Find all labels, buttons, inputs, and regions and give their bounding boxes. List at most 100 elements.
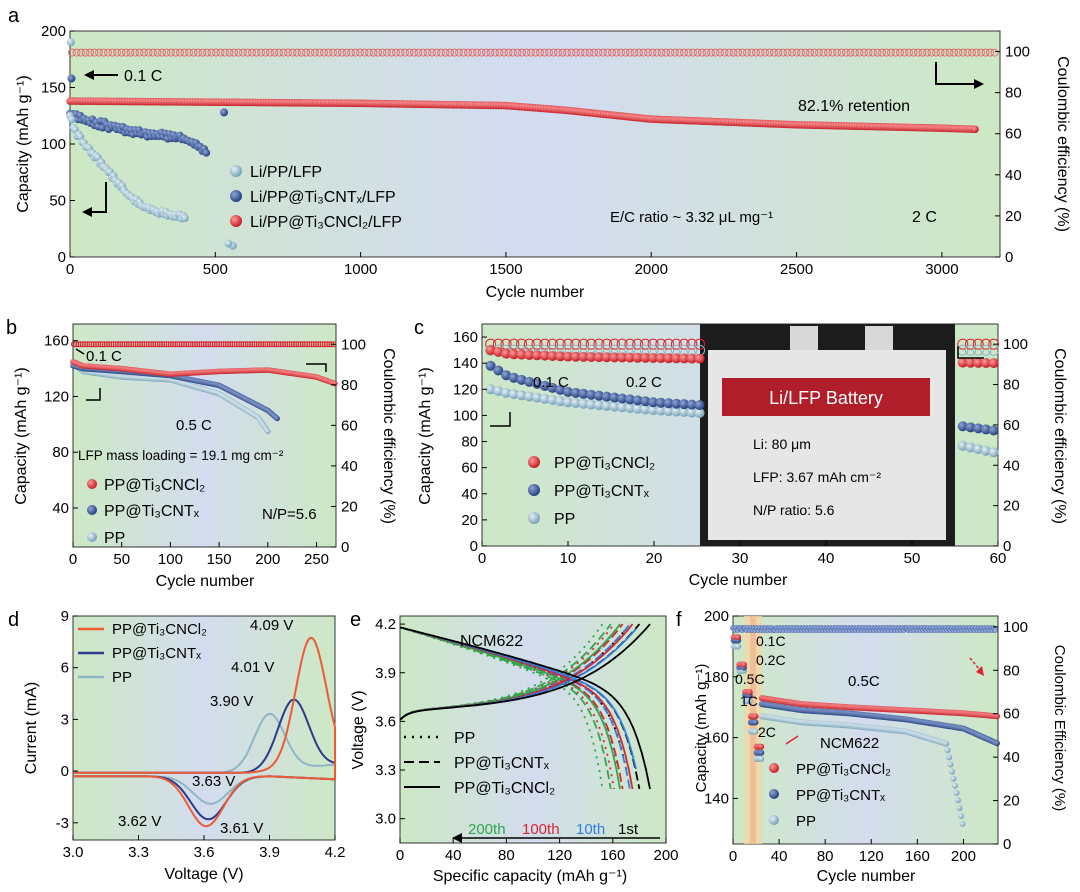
annotation-loading-b: LFP mass loading = 19.1 mg cm⁻² <box>78 448 284 463</box>
ce-point-a <box>500 48 508 57</box>
ce-point-a <box>266 48 274 57</box>
discharge-curve-cl2-1st <box>399 626 651 790</box>
annotation-01c-b: 0.1 C <box>86 348 122 365</box>
ce-point-a <box>837 48 846 57</box>
y-tick-label-c: 80 <box>461 434 478 451</box>
ce-point-a <box>702 48 711 57</box>
ce-point-c <box>694 338 706 350</box>
ce-point-c <box>678 338 690 350</box>
data-point-f-pp <box>959 820 966 827</box>
ce-point-b <box>271 341 278 348</box>
data-point-c-pp <box>617 402 628 413</box>
photo-title: Li/LFP Battery <box>769 388 883 408</box>
data-point-c-pp <box>679 407 690 418</box>
x-tick-label-b: 50 <box>113 551 130 568</box>
bracket-arrow-ce-a <box>935 62 978 85</box>
data-point-c-cl2 <box>980 357 991 368</box>
ce-point-b <box>319 341 326 348</box>
ce-point-b <box>222 341 229 348</box>
y2-tick-label-c: 20 <box>1003 498 1020 515</box>
y-tick-label-a: 200 <box>41 23 66 40</box>
data-point-c-cl2 <box>648 352 659 363</box>
y-tick-label-e: 3.0 <box>375 811 396 828</box>
x-tick-label-f: 160 <box>905 848 930 865</box>
ce-point-b <box>209 341 216 348</box>
ce-point-a <box>185 48 193 57</box>
plot-area-a <box>69 30 1001 258</box>
ce-point-c <box>980 344 992 356</box>
x-tick-label-c: 10 <box>560 550 577 567</box>
bracket-arrow-cap-a <box>88 182 107 213</box>
ce-point-a <box>927 48 936 57</box>
ce-point-a <box>369 48 378 57</box>
legend-label-a-2: Li/PP@Ti₃CNTₓ/LFP <box>250 189 396 206</box>
peak-401: 4.01 V <box>231 659 274 676</box>
ce-point-a <box>153 48 162 57</box>
data-point-f-pp <box>952 782 959 789</box>
data-point-c-tx <box>980 424 991 435</box>
x-tick-label-a: 0 <box>66 261 74 278</box>
ce-point-a <box>936 48 945 57</box>
ce-point-a <box>234 48 243 57</box>
data-point-c-pp <box>663 406 674 417</box>
plot-marks-c <box>485 338 1000 458</box>
ce-point-a <box>842 48 850 57</box>
ce-point-b <box>150 341 157 348</box>
ce-point-a <box>401 48 409 57</box>
x-tick-label-b: 0 <box>69 551 77 568</box>
ce-point-a <box>297 48 306 57</box>
ce-point-a <box>774 48 783 57</box>
ce-point-a <box>986 48 994 57</box>
ce-point-b <box>185 341 192 348</box>
data-point-a-tx <box>220 108 229 117</box>
y2label-b: Coulombic efficiency (%) <box>380 348 397 524</box>
ce-point-a <box>72 48 81 57</box>
ce-point-b <box>143 341 150 348</box>
data-point-c-cl2 <box>563 351 573 362</box>
data-point-c-pp <box>586 399 597 410</box>
ce-point-a <box>720 48 729 57</box>
data-point-c-pp <box>539 393 550 404</box>
cycle-1st: 1st <box>618 821 639 838</box>
legend-marker-c-1 <box>528 456 540 468</box>
data-point-c-tx <box>988 425 999 436</box>
ce-point-b <box>181 341 187 348</box>
y2-tick-label-f: 0 <box>1003 836 1011 853</box>
data-point-b-cl2 <box>332 380 338 387</box>
ce-point-a <box>257 48 265 57</box>
ce-point-b <box>132 341 139 348</box>
x-tick-label-c: 50 <box>904 550 921 567</box>
ce-point-a <box>887 48 895 57</box>
data-point-c-cl2 <box>686 353 697 364</box>
y-tick-label-f: 200 <box>704 608 729 625</box>
ce-point-a <box>423 48 432 57</box>
data-point-a-pp <box>67 115 76 124</box>
ce-point-a <box>617 48 625 57</box>
bracket-cap-c <box>490 412 511 427</box>
data-point-c-tx <box>617 393 628 404</box>
ce-point-a <box>954 48 963 57</box>
ce-point-a <box>387 48 396 57</box>
ce-point-b <box>134 341 141 348</box>
data-point-c-cl2 <box>624 352 635 363</box>
data-point-c-tx <box>508 372 519 383</box>
data-point-a-tx <box>67 74 76 83</box>
ce-point-a <box>77 48 85 57</box>
data-point-c-tx <box>586 389 597 400</box>
ce-point-b <box>84 341 91 348</box>
ce-point-b <box>302 341 308 348</box>
y-tick-label-a: 50 <box>49 193 66 210</box>
y-tick-label-a: 0 <box>58 249 66 266</box>
ce-point-b <box>255 341 262 348</box>
ce-point-a <box>383 48 391 57</box>
ce-point-b <box>284 341 291 348</box>
peak-362: 3.62 V <box>118 813 161 830</box>
ce-point-b <box>229 341 236 348</box>
data-point-c-cl2 <box>586 351 597 362</box>
ce-point-c <box>639 338 651 350</box>
legend-label-c-1: PP@Ti₃CNCl₂ <box>554 455 655 472</box>
ce-point-a <box>207 48 216 57</box>
peak-361: 3.61 V <box>220 820 263 837</box>
ce-point-a <box>801 48 810 57</box>
ce-point-a <box>108 48 117 57</box>
